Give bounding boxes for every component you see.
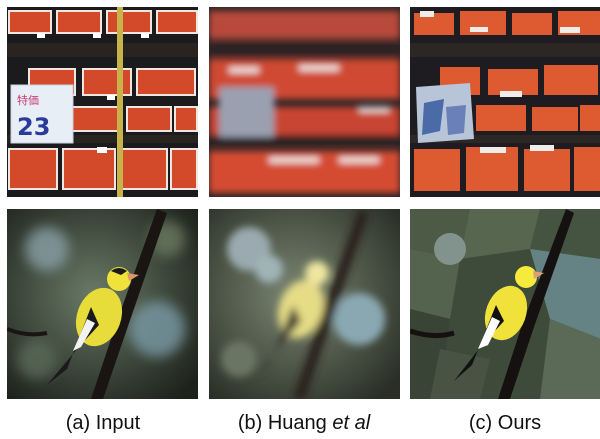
market-image-huang xyxy=(209,7,400,197)
bird-image-ours xyxy=(410,209,600,399)
caption-huang-italic: et al xyxy=(332,412,371,434)
svg-text:特価: 特価 xyxy=(17,93,39,107)
market-image-ours xyxy=(410,7,600,197)
caption-ours: (c) Ours xyxy=(468,412,542,434)
bird-image-huang xyxy=(209,209,400,399)
panel-ours-bird xyxy=(410,209,600,399)
market-image-input: 特価 23 xyxy=(7,7,198,197)
panel-input-market: 特価 23 xyxy=(7,7,198,197)
panel-input-bird xyxy=(7,209,198,399)
panel-ours-market xyxy=(410,7,600,197)
caption-huang-main: (b) Huang xyxy=(237,412,333,434)
caption-huang: (b) Huang et al xyxy=(204,412,404,435)
panel-huang-bird xyxy=(209,209,400,399)
panel-huang-market xyxy=(209,7,400,197)
caption-input: (a) Input xyxy=(65,412,141,434)
bird-image-input xyxy=(7,209,198,399)
sign-price-text: 23 xyxy=(17,113,50,141)
